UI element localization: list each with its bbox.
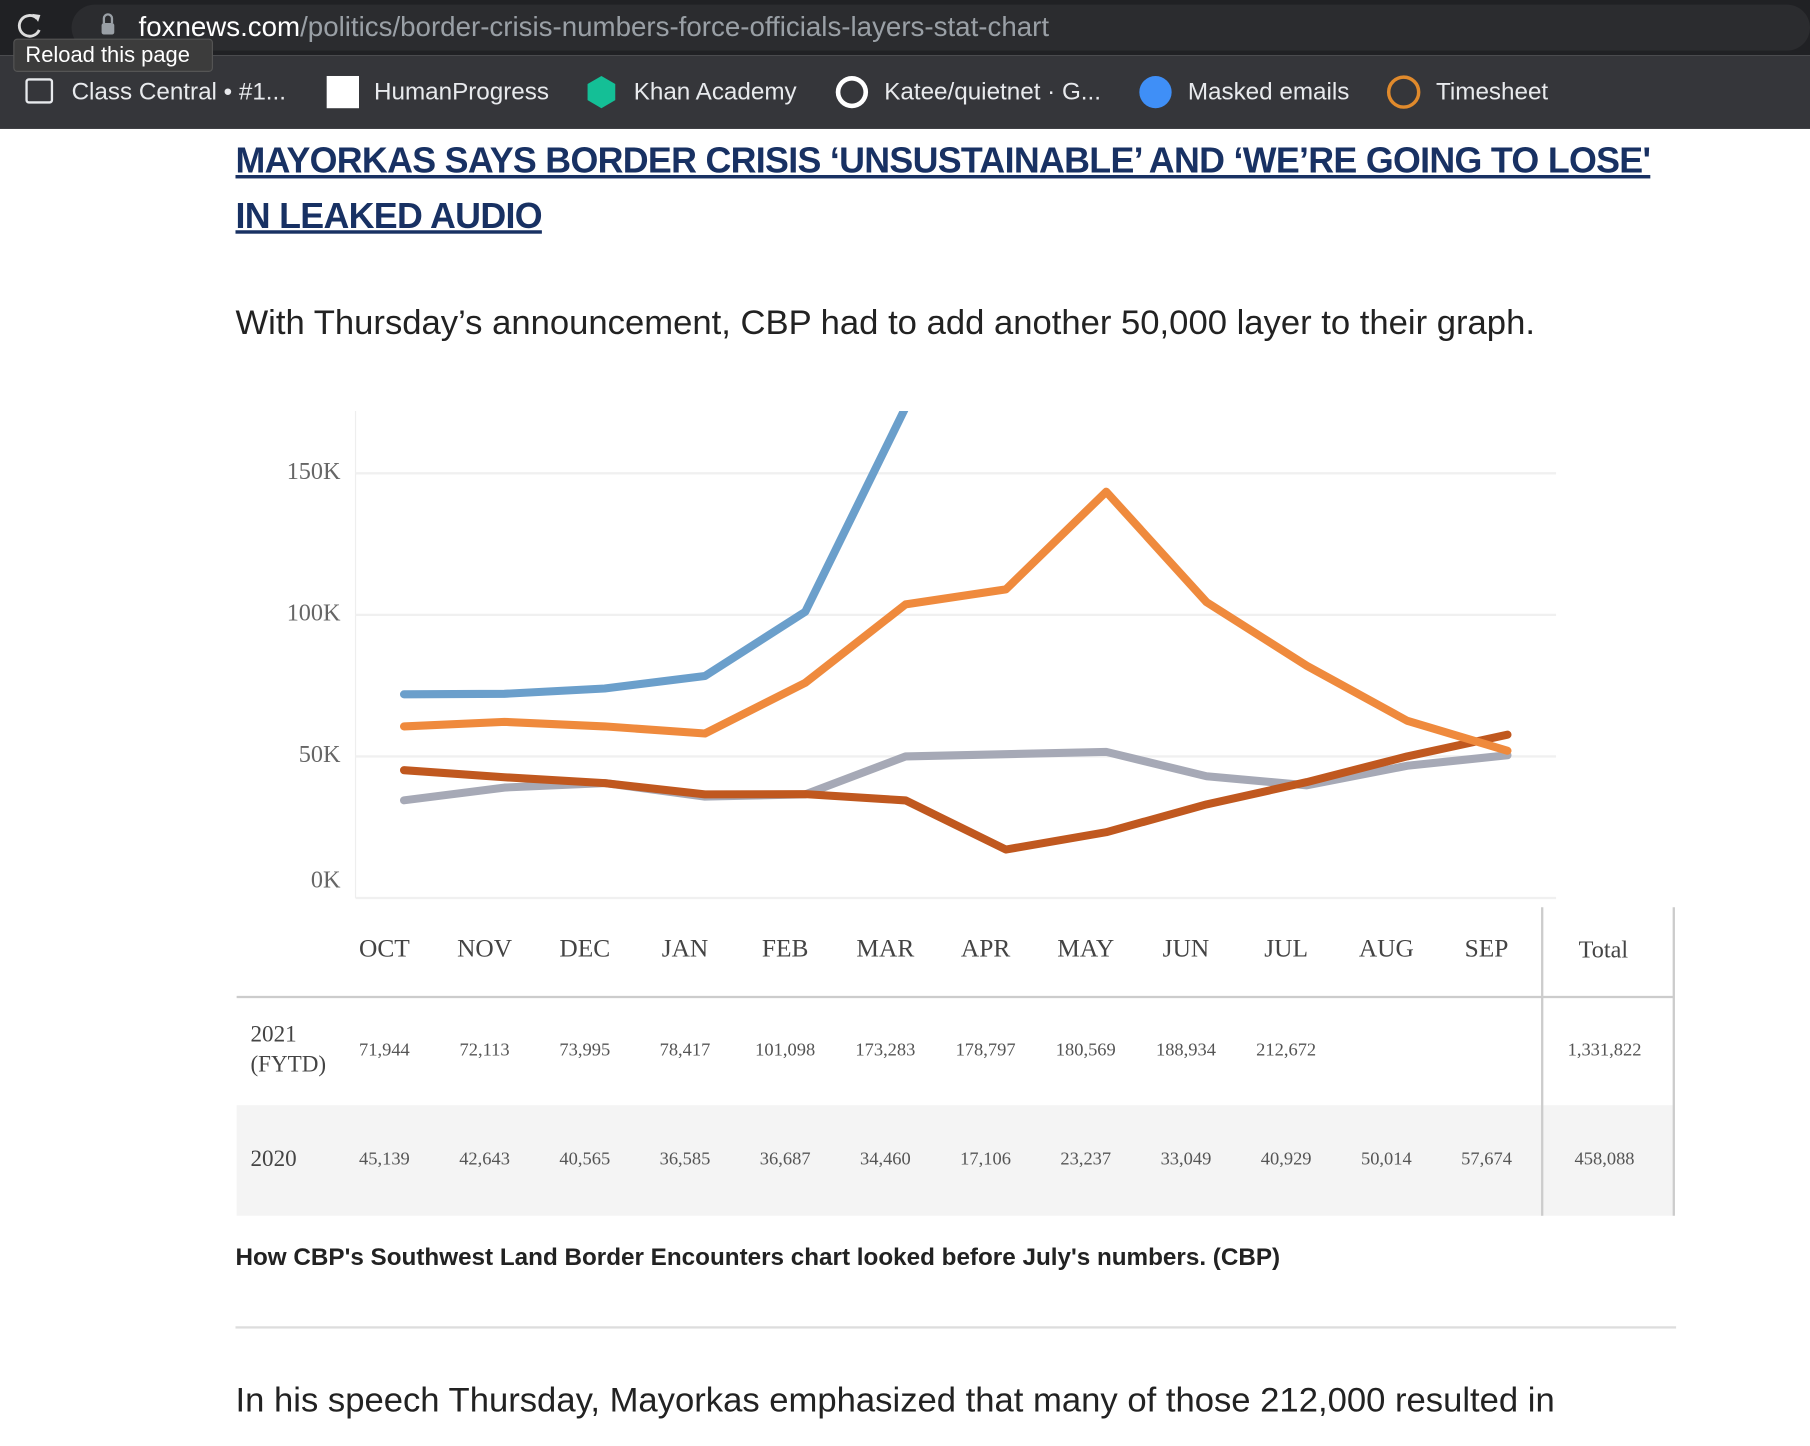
table-cell: 71,944	[359, 1039, 410, 1059]
table-cell: 212,672	[1256, 1039, 1316, 1059]
bookmark-icon	[1139, 75, 1172, 109]
table-cell: 188,934	[1156, 1039, 1216, 1059]
table-cell: 40,929	[1261, 1149, 1312, 1169]
bookmark[interactable]: Class Central • #1...	[72, 79, 286, 106]
data-line	[399, 487, 1512, 755]
plot-area	[355, 411, 1557, 898]
table-cell: 45,139	[359, 1149, 410, 1169]
table-cell: 36,585	[660, 1149, 711, 1169]
row-background	[236, 1105, 1674, 1216]
table-header: NOV	[457, 935, 513, 963]
table-header: FEB	[762, 935, 809, 963]
data-line	[399, 411, 909, 699]
table-header: OCT	[359, 935, 410, 963]
table-cell: 178,797	[956, 1039, 1016, 1059]
headline-link[interactable]: MAYORKAS SAYS BORDER CRISIS ‘UNSUSTAINAB…	[235, 140, 1651, 237]
table-header: SEP	[1465, 935, 1509, 963]
browser-chrome: foxnews.com/politics/border-crisis-numbe…	[0, 0, 1810, 129]
bookmark[interactable]: Khan Academy	[634, 79, 798, 106]
table-cell: 173,283	[855, 1039, 915, 1059]
data-line	[399, 730, 1512, 854]
bookmark-icon	[587, 75, 616, 109]
chart: 0K 50K 100K 150K Total OCT NOV DEC JAN FEB MAR AP…	[236, 411, 1675, 1216]
caption: How CBP's Southwest Land Border Encounte…	[235, 1244, 1281, 1272]
table-header: MAY	[1057, 935, 1114, 963]
bookmark-icon	[25, 78, 54, 104]
table-cell: 50,014	[1361, 1149, 1412, 1169]
table-cell: 72,113	[460, 1039, 510, 1059]
bookmark-icon	[326, 75, 359, 109]
tooltip: Reload this page	[25, 42, 190, 67]
reload-icon[interactable]	[17, 14, 41, 38]
paragraph: With Thursday’s announcement, CBP had to…	[235, 303, 1535, 342]
row-label: 2021	[250, 1020, 296, 1046]
bookmark[interactable]: Timesheet	[1436, 79, 1548, 106]
table-header: JUN	[1163, 935, 1210, 963]
url[interactable]: foxnews.com/politics/border-crisis-numbe…	[139, 11, 1050, 42]
lock-shackle	[102, 13, 114, 24]
bookmark-list: Class Central • #1... HumanProgress Khan A…	[72, 79, 1549, 106]
y-tick-label: 150K	[287, 458, 341, 485]
url-path: /politics/border-crisis-numbers-force-of…	[300, 11, 1049, 42]
address-bar[interactable]	[71, 4, 1810, 51]
y-tick-label: 100K	[287, 599, 341, 626]
y-tick-label: 0K	[311, 866, 341, 893]
tooltip-box	[13, 38, 213, 72]
bookmark[interactable]: Katee/quietnet · G...	[884, 79, 1101, 106]
table-cell: 40,565	[559, 1149, 610, 1169]
table-cell: 78,417	[660, 1039, 711, 1059]
table-cell: 73,995	[559, 1039, 610, 1059]
url-domain: foxnews.com	[139, 11, 301, 42]
table-cell: 180,569	[1056, 1039, 1116, 1059]
bookmark[interactable]: Masked emails	[1188, 79, 1350, 106]
table-header: DEC	[559, 935, 610, 963]
lock-icon	[101, 23, 115, 35]
table-cell: 101,098	[755, 1039, 815, 1059]
bookmarks-bar	[0, 55, 1810, 129]
table-header: Total	[1579, 937, 1629, 964]
divider	[235, 1326, 1677, 1329]
paragraph: In his speech Thursday, Mayorkas emphasi…	[235, 1381, 1555, 1420]
bookmark-icon-inner	[840, 80, 864, 104]
table-cell: 33,049	[1161, 1149, 1212, 1169]
table-total: 458,088	[1575, 1149, 1635, 1169]
row-label: 2020	[250, 1145, 296, 1171]
table-total: 1,331,822	[1568, 1039, 1642, 1059]
table-header: AUG	[1359, 935, 1414, 963]
bookmark[interactable]: HumanProgress	[374, 79, 549, 106]
row-label: (FYTD)	[250, 1050, 326, 1076]
table-cell: 17,106	[960, 1149, 1011, 1169]
y-tick-label: 50K	[299, 741, 341, 768]
reload-arrow	[32, 13, 41, 22]
table-header: JAN	[662, 935, 709, 963]
table-cell: 34,460	[860, 1149, 911, 1169]
table-header: APR	[961, 935, 1010, 963]
table-cell: 23,237	[1060, 1149, 1111, 1169]
table-cell: 57,674	[1461, 1149, 1512, 1169]
table-cell: 36,687	[760, 1149, 811, 1169]
data-table: Total OCT NOV DEC JAN FEB MAR APR MAY JUN JUL AUG S…	[236, 907, 1675, 1216]
table-header: MAR	[856, 935, 914, 963]
table-cell: 42,643	[459, 1149, 510, 1169]
bookmark-icon	[1386, 75, 1421, 109]
table-header: JUL	[1264, 935, 1308, 963]
